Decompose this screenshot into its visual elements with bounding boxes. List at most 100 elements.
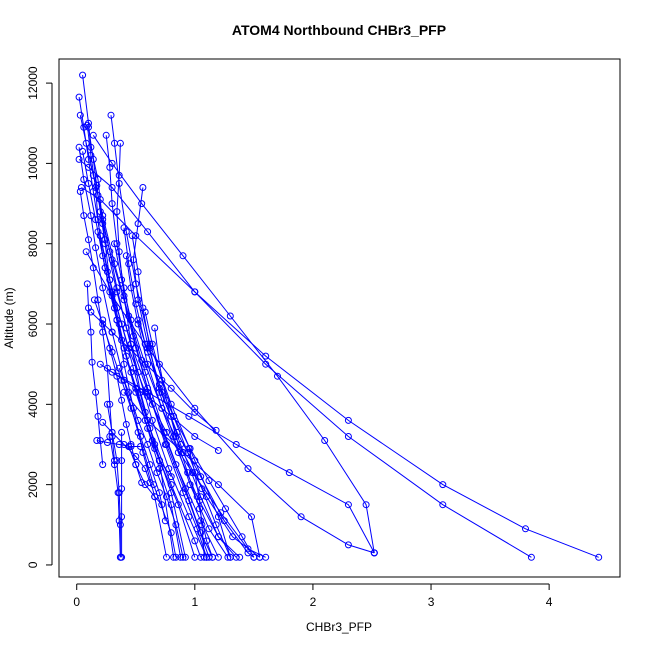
series-line xyxy=(123,227,255,558)
data-point xyxy=(138,356,146,364)
data-point xyxy=(94,296,102,304)
data-point xyxy=(144,416,152,424)
series-profile-31 xyxy=(106,433,124,561)
data-point xyxy=(96,232,104,240)
data-point xyxy=(85,180,92,187)
data-point xyxy=(118,276,126,284)
data-point xyxy=(122,228,130,236)
data-point xyxy=(198,521,206,529)
data-point xyxy=(439,501,447,509)
data-point xyxy=(127,284,135,292)
data-point xyxy=(118,396,126,404)
data-point xyxy=(191,433,199,440)
data-point xyxy=(344,433,352,440)
series-line xyxy=(100,363,219,451)
data-point xyxy=(144,360,152,368)
data-point xyxy=(144,228,152,236)
y-tick-label: 4000 xyxy=(26,391,40,418)
x-axis: 0 1 2 3 4 xyxy=(73,583,553,609)
data-point xyxy=(167,529,175,537)
data-point xyxy=(158,404,166,412)
data-point xyxy=(92,244,100,252)
series-line xyxy=(118,368,184,558)
data-point xyxy=(148,416,156,424)
y-axis: 0 2000 4000 6000 8000 10000 12000 xyxy=(26,66,53,568)
data-point xyxy=(167,501,175,509)
data-point xyxy=(161,517,169,525)
data-point xyxy=(167,412,175,420)
data-point xyxy=(108,328,116,336)
data-point xyxy=(344,416,352,424)
x-tick-label: 4 xyxy=(546,595,553,609)
data-point xyxy=(167,384,175,392)
data-point xyxy=(224,553,232,561)
data-point xyxy=(155,360,163,368)
series-profile-17 xyxy=(93,182,170,561)
data-point xyxy=(146,424,154,432)
series-line xyxy=(86,283,104,465)
data-point xyxy=(96,208,104,216)
series-profile-36 xyxy=(134,316,258,561)
data-point xyxy=(595,553,603,561)
data-point xyxy=(106,344,114,352)
data-point xyxy=(144,441,152,448)
series-profile-38 xyxy=(96,360,222,454)
data-point xyxy=(113,284,121,292)
data-point xyxy=(141,481,149,489)
data-point xyxy=(185,445,193,452)
series-profile-27 xyxy=(108,288,175,481)
data-point xyxy=(111,260,118,268)
series-line xyxy=(90,311,217,431)
series-line xyxy=(96,185,167,558)
data-point xyxy=(108,200,116,208)
data-point xyxy=(191,553,199,561)
data-point xyxy=(170,553,178,561)
data-point xyxy=(108,159,116,167)
data-point xyxy=(134,316,142,324)
y-tick-label: 2000 xyxy=(26,471,40,498)
data-point xyxy=(138,200,146,208)
data-point xyxy=(127,441,135,448)
data-point xyxy=(79,71,87,79)
data-point xyxy=(101,264,109,272)
data-point xyxy=(232,441,240,448)
data-point xyxy=(193,493,201,501)
y-tick-label: 12000 xyxy=(26,66,40,100)
data-point xyxy=(127,443,135,450)
data-point xyxy=(134,368,142,376)
data-point xyxy=(262,352,270,360)
series-profile-43 xyxy=(82,248,378,557)
data-point xyxy=(89,131,97,139)
data-point xyxy=(362,501,370,509)
data-point xyxy=(92,216,100,224)
y-tick-label: 6000 xyxy=(26,310,40,337)
data-point xyxy=(120,292,128,300)
data-point xyxy=(103,268,111,276)
data-point xyxy=(163,553,170,561)
data-point xyxy=(185,513,193,521)
data-point xyxy=(116,553,124,561)
data-point xyxy=(148,340,156,348)
data-point xyxy=(167,473,175,481)
data-point xyxy=(144,388,152,396)
series-line xyxy=(111,371,375,554)
data-point xyxy=(163,428,170,436)
data-point xyxy=(115,320,123,328)
series-line xyxy=(106,404,121,558)
data-point xyxy=(99,461,107,469)
data-point xyxy=(141,465,149,473)
data-point xyxy=(103,364,111,372)
x-tick-label: 2 xyxy=(310,595,317,609)
data-point xyxy=(93,437,101,444)
data-point xyxy=(122,352,130,360)
data-point xyxy=(125,388,133,396)
data-point xyxy=(115,364,123,372)
data-point xyxy=(321,437,329,444)
series-line xyxy=(85,251,375,554)
data-point xyxy=(179,449,187,456)
data-point xyxy=(106,433,114,440)
data-point xyxy=(205,525,213,533)
data-point xyxy=(111,461,118,469)
data-point xyxy=(137,443,144,450)
